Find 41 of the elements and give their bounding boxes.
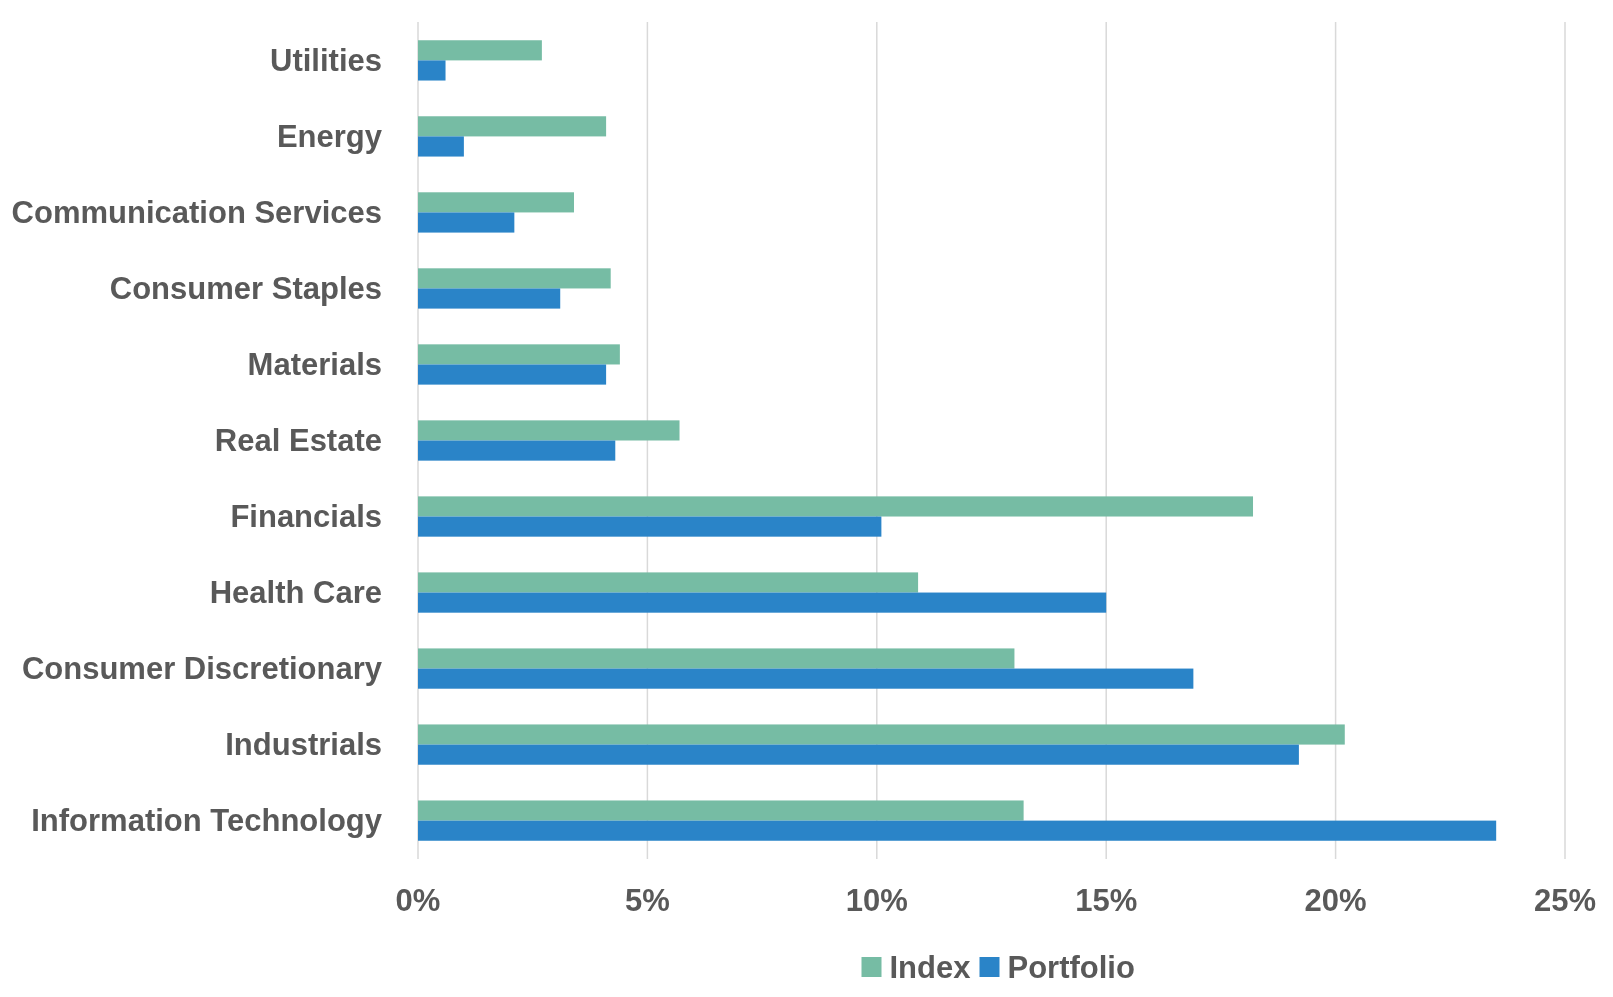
y-tick-label: Energy bbox=[276, 119, 383, 155]
x-tick-label: 0% bbox=[395, 883, 441, 918]
x-tick-label: 5% bbox=[624, 883, 670, 918]
bar bbox=[418, 212, 515, 233]
bar bbox=[418, 592, 1107, 613]
bar bbox=[418, 744, 1299, 765]
x-tick-label: 10% bbox=[845, 883, 908, 918]
legend-label: Portfolio bbox=[1007, 949, 1135, 985]
bar bbox=[418, 364, 607, 385]
y-tick-label: Consumer Staples bbox=[109, 271, 382, 307]
bar bbox=[418, 668, 1194, 689]
bar bbox=[418, 648, 1015, 669]
bar bbox=[418, 800, 1024, 821]
y-tick-label: Health Care bbox=[209, 575, 382, 611]
x-tick-label: 25% bbox=[1533, 883, 1597, 918]
y-tick-label: Information Technology bbox=[31, 803, 383, 839]
y-tick-label: Materials bbox=[247, 347, 382, 383]
bar bbox=[418, 724, 1345, 745]
x-tick-label: 15% bbox=[1075, 883, 1138, 918]
bar bbox=[418, 116, 607, 137]
bar bbox=[418, 60, 446, 81]
y-tick-label: Communication Services bbox=[11, 195, 382, 231]
y-tick-label: Consumer Discretionary bbox=[21, 651, 383, 687]
y-tick-label: Industrials bbox=[225, 727, 382, 763]
bar bbox=[418, 420, 680, 441]
bar bbox=[418, 516, 882, 537]
bar bbox=[418, 192, 574, 213]
y-tick-label: Real Estate bbox=[214, 423, 382, 459]
bar bbox=[418, 40, 542, 61]
bar bbox=[418, 572, 919, 593]
bar bbox=[418, 268, 611, 289]
y-tick-label: Financials bbox=[230, 499, 382, 535]
bar bbox=[418, 344, 620, 365]
bar bbox=[418, 496, 1254, 517]
bar bbox=[418, 820, 1497, 841]
bar bbox=[418, 288, 561, 309]
legend-label: Index bbox=[889, 949, 972, 985]
y-tick-label: Utilities bbox=[270, 43, 382, 79]
x-tick-label: 20% bbox=[1304, 883, 1367, 918]
bar bbox=[418, 440, 616, 461]
bar bbox=[418, 136, 464, 157]
